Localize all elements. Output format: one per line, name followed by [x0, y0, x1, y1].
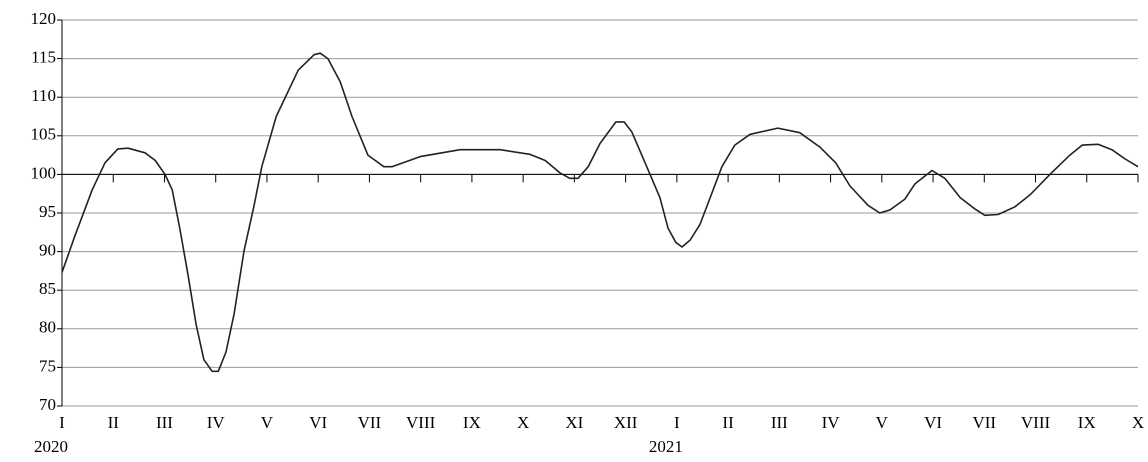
year-label: 2021 — [649, 437, 683, 456]
y-tick-label: 90 — [39, 241, 56, 260]
y-tick-label: 75 — [39, 356, 56, 375]
x-tick-label: X — [1132, 413, 1144, 432]
y-tick-label: 110 — [31, 86, 56, 105]
x-tick-label: II — [722, 413, 734, 432]
x-tick-label: IX — [1078, 413, 1096, 432]
x-tick-label: IV — [822, 413, 841, 432]
x-tick-label: IX — [463, 413, 481, 432]
x-tick-label: II — [108, 413, 120, 432]
x-tick-label: I — [674, 413, 680, 432]
x-tick-label: XII — [614, 413, 638, 432]
year-label: 2020 — [34, 437, 68, 456]
x-tick-label: I — [59, 413, 65, 432]
y-tick-label: 105 — [31, 125, 57, 144]
x-tick-label: VIII — [1021, 413, 1051, 432]
y-tick-label: 100 — [31, 163, 57, 182]
x-tick-label: V — [876, 413, 889, 432]
line — [61, 52, 1139, 373]
x-tick-label: V — [261, 413, 274, 432]
x-tick-label: IV — [207, 413, 226, 432]
x-tick-label: X — [517, 413, 529, 432]
y-tick-label: 120 — [31, 9, 57, 28]
x-tick-label: VI — [924, 413, 942, 432]
y-tick-label: 115 — [31, 48, 56, 67]
y-tick-label: 70 — [39, 395, 56, 414]
y-tick-label: 95 — [39, 202, 56, 221]
x-tick-label: VIII — [406, 413, 436, 432]
x-tick-label: VI — [309, 413, 327, 432]
x-tick-label: VII — [358, 413, 382, 432]
y-tick-label: 80 — [39, 318, 56, 337]
x-tick-label: III — [156, 413, 173, 432]
x-tick-label: VII — [972, 413, 996, 432]
x-tick-label: III — [771, 413, 788, 432]
y-tick-label: 85 — [39, 279, 56, 298]
x-tick-label: XI — [565, 413, 583, 432]
